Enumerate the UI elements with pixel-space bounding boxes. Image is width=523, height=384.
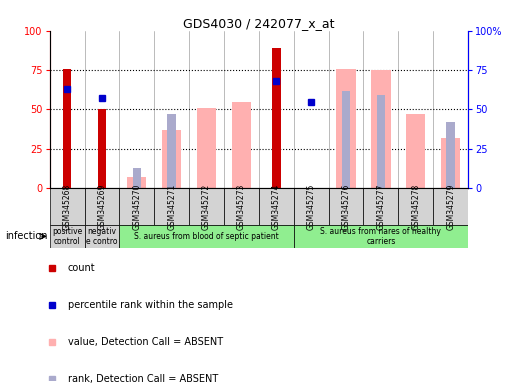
Bar [98,109,106,188]
Bar [294,188,328,225]
Text: GSM345277: GSM345277 [377,184,385,230]
Bar [371,70,391,188]
Text: rank, Detection Call = ABSENT: rank, Detection Call = ABSENT [68,374,218,384]
Bar [162,130,181,188]
Bar [189,188,224,225]
Bar [259,188,294,225]
Bar [132,168,141,188]
Bar [363,188,399,225]
Text: GSM345268: GSM345268 [63,184,72,230]
Text: S. aureus from blood of septic patient: S. aureus from blood of septic patient [134,232,279,241]
Text: value, Detection Call = ABSENT: value, Detection Call = ABSENT [68,337,223,347]
Bar [50,188,85,225]
Text: infection: infection [5,232,48,242]
Text: GSM345274: GSM345274 [272,184,281,230]
Text: count: count [68,263,96,273]
Bar [342,91,350,188]
Text: GSM345279: GSM345279 [446,184,455,230]
Text: positive
control: positive control [52,227,82,246]
Bar [119,225,294,248]
Text: percentile rank within the sample: percentile rank within the sample [68,300,233,310]
Bar [85,188,119,225]
Bar [127,177,146,188]
Bar [399,188,433,225]
Text: GSM345278: GSM345278 [411,184,420,230]
Text: GSM345270: GSM345270 [132,184,141,230]
Bar [50,225,85,248]
Text: S. aureus from nares of healthy
carriers: S. aureus from nares of healthy carriers [321,227,441,246]
Text: GSM345272: GSM345272 [202,184,211,230]
Bar [63,68,72,188]
Text: GSM345269: GSM345269 [97,184,107,230]
Title: GDS4030 / 242077_x_at: GDS4030 / 242077_x_at [183,17,335,30]
Bar [197,108,216,188]
Bar [294,225,468,248]
Text: negativ
e contro: negativ e contro [86,227,118,246]
Bar [328,188,363,225]
Bar [85,225,119,248]
Text: GSM345273: GSM345273 [237,184,246,230]
Text: GSM345271: GSM345271 [167,184,176,230]
Bar [406,114,425,188]
Bar [154,188,189,225]
Bar [232,101,251,188]
Bar [433,188,468,225]
Text: GSM345275: GSM345275 [306,184,316,230]
Bar [446,122,455,188]
Bar [272,48,281,188]
Bar [224,188,259,225]
Bar [119,188,154,225]
Bar [336,68,356,188]
Bar [441,138,460,188]
Bar [377,95,385,188]
Text: GSM345276: GSM345276 [342,184,350,230]
Bar [167,114,176,188]
